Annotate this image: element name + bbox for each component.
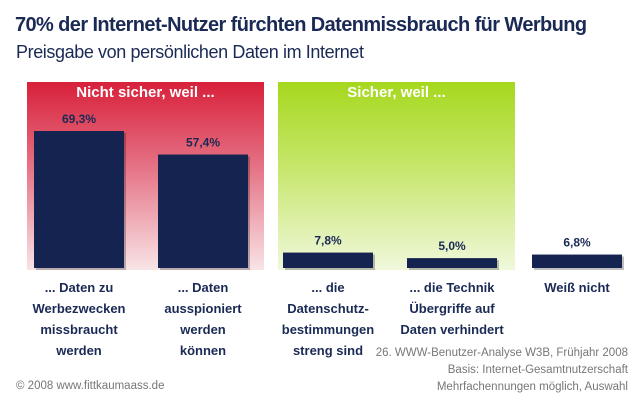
bar — [34, 131, 124, 268]
group-label-safe: Sicher, weil ... — [347, 84, 446, 101]
category-label: ausspioniert — [164, 301, 242, 316]
bar — [283, 252, 373, 268]
category-label: Datenschutz- — [287, 301, 369, 316]
category-label: können — [180, 343, 226, 358]
chart-subtitle: Preisgabe von persönlichen Daten im Inte… — [16, 42, 364, 62]
value-label: 6,8% — [563, 236, 591, 250]
category-label: ... Daten zu — [45, 280, 114, 295]
category-label: Daten verhindert — [400, 322, 504, 337]
category-label: Übergriffe auf — [409, 301, 495, 316]
category-label: werden — [55, 343, 102, 358]
bar — [407, 258, 497, 268]
value-label: 69,3% — [62, 112, 96, 126]
source-line-1: 26. WWW-Benutzer-Analyse W3B, Frühjahr 2… — [375, 347, 628, 359]
category-label: ... Daten — [178, 280, 229, 295]
value-label: 5,0% — [438, 239, 466, 253]
category-label: Werbezwecken — [33, 301, 126, 316]
bar — [532, 254, 622, 268]
category-label: Weiß nicht — [544, 280, 610, 295]
bar — [158, 154, 248, 268]
source-line-3: Mehrfachennungen möglich, Auswahl — [436, 381, 628, 393]
category-label: streng sind — [293, 343, 363, 358]
value-label: 7,8% — [314, 234, 342, 248]
category-label: bestimmungen — [282, 322, 375, 337]
value-label: 57,4% — [186, 136, 220, 150]
category-label: ... die — [311, 280, 344, 295]
category-label: werden — [179, 322, 226, 337]
category-label: ... die Technik — [409, 280, 495, 295]
group-label-not-safe: Nicht sicher, weil ... — [76, 84, 215, 101]
group-panel-safe: Sicher, weil ... — [278, 82, 515, 270]
chart-title: 70% der Internet-Nutzer fürchten Datenmi… — [15, 14, 587, 36]
source-line-2: Basis: Internet-Gesamtnutzerschaft — [447, 364, 628, 376]
copyright: © 2008 www.fittkaumaass.de — [16, 380, 165, 392]
category-label: missbraucht — [40, 322, 118, 337]
